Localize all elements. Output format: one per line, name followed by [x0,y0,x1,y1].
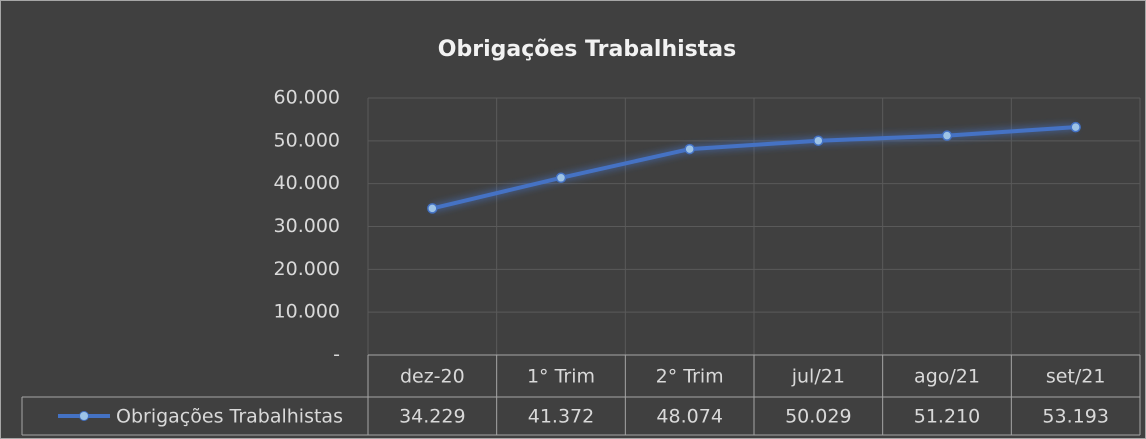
x-tick-label: dez-20 [400,366,465,388]
y-tick-label: 30.000 [274,215,340,237]
data-point [555,172,567,184]
table-value: 50.029 [785,406,851,428]
y-tick-label: 50.000 [274,129,340,151]
data-point [427,203,438,214]
data-point [941,130,953,141]
y-tick-label: 60.000 [274,87,340,109]
x-tick-label: ago/21 [914,366,980,388]
chart-title: Obrigações Trabalhistas [438,37,736,62]
series-line [431,125,1076,211]
y-tick-label: - [333,344,340,366]
table-value: 34.229 [399,406,465,428]
table-value: 48.074 [656,406,722,428]
y-tick-label: 20.000 [274,258,340,280]
data-point [813,135,824,146]
y-tick-label: 10.000 [274,301,340,323]
x-tick-label: 2° Trim [656,366,724,388]
legend-label: Obrigações Trabalhistas [116,406,343,428]
x-tick-label: jul/21 [791,366,845,388]
x-tick-label: set/21 [1046,366,1106,388]
legend-marker [79,411,89,421]
data-point [1070,121,1081,133]
data-point [684,143,695,155]
y-tick-label: 40.000 [274,172,340,194]
table-value: 53.193 [1042,406,1108,428]
table-value: 51.210 [914,406,980,428]
table-value: 41.372 [528,406,594,428]
x-tick-label: 1° Trim [527,366,595,388]
